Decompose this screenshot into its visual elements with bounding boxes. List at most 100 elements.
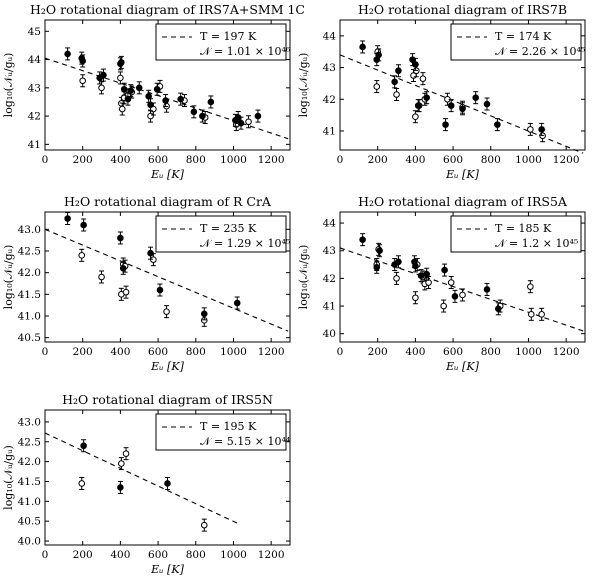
legend-column-density: 𝒩 = 1.2 × 10⁴⁵ — [495, 237, 578, 250]
data-point-filled — [451, 293, 459, 300]
data-point-filled — [376, 247, 383, 255]
x-tick-label: 800 — [481, 154, 501, 166]
data-point-filled — [135, 84, 143, 92]
legend-column-density: 𝒩 = 1.01 × 10⁴⁶ — [200, 45, 291, 58]
data-point-filled — [164, 480, 171, 487]
x-axis-label: Eᵤ [K] — [150, 360, 184, 373]
legend-box — [155, 413, 287, 451]
plot-frame — [44, 409, 291, 546]
x-tick-label: 400 — [405, 346, 425, 358]
legend-column-density: 𝒩 = 1.29 × 10⁴⁵ — [200, 237, 290, 250]
chart-panel-3: H₂O rotational diagram of R CrA 0 200 400 60… — [2, 194, 291, 373]
y-tick-label: 42.0 — [18, 456, 41, 468]
data-point-open — [412, 294, 419, 302]
y-axis-label: log₁₀(𝒩ᵤ/gᵤ) — [297, 245, 310, 310]
data-point-filled — [412, 262, 419, 270]
data-point-open — [527, 311, 535, 318]
y-tick-label: 44 — [28, 54, 42, 66]
y-tick-label: 40 — [323, 328, 336, 340]
legend-box — [450, 23, 582, 61]
legend-box — [450, 215, 582, 253]
data-point-filled — [254, 112, 262, 120]
x-tick-label: 200 — [73, 549, 93, 561]
data-point-open — [118, 460, 125, 467]
y-tick-label: 41 — [323, 125, 336, 137]
data-point-filled — [441, 266, 448, 274]
x-tick-label: 400 — [110, 549, 130, 561]
x-tick-label: 800 — [481, 346, 501, 358]
data-point-filled — [119, 265, 127, 272]
y-axis-label: log₁₀(𝒩ᵤ/gᵤ) — [2, 445, 15, 510]
y-tick-label: 40.0 — [18, 536, 41, 548]
y-tick-label: 40.5 — [18, 516, 41, 528]
legend-temperature: T = 185 K — [495, 222, 552, 235]
x-tick-label: 0 — [337, 154, 344, 166]
data-point-open — [78, 252, 86, 259]
x-tick-label: 0 — [42, 154, 49, 166]
plot-frame — [44, 19, 291, 151]
y-tick-label: 42 — [28, 111, 41, 123]
data-point-filled — [79, 57, 86, 65]
data-point-filled — [423, 270, 430, 278]
data-point-filled — [414, 102, 422, 109]
data-point-open — [200, 521, 208, 529]
x-tick-label: 600 — [148, 549, 168, 561]
data-point-filled — [100, 71, 107, 79]
y-tick-label: 42.0 — [18, 267, 41, 279]
data-point-filled — [472, 94, 479, 101]
chart-title: H₂O rotational diagram of IRS5A — [358, 194, 568, 209]
x-axis-label: Eᵤ [K] — [150, 563, 184, 576]
data-point-filled — [127, 87, 135, 94]
plot-frame — [44, 211, 291, 343]
data-point-open — [527, 126, 534, 133]
x-tick-label: 1200 — [553, 346, 580, 358]
chart-title: H₂O rotational diagram of R CrA — [64, 194, 272, 209]
legend-temperature: T = 235 K — [200, 222, 257, 235]
data-point-open — [78, 480, 86, 487]
x-tick-label: 1200 — [553, 154, 580, 166]
x-tick-label: 200 — [368, 154, 388, 166]
data-point-open — [163, 308, 170, 315]
y-axis-label: log₁₀(𝒩ᵤ/gᵤ) — [2, 53, 15, 118]
x-tick-label: 1000 — [220, 154, 247, 166]
data-point-filled — [80, 442, 87, 450]
data-point-filled — [147, 249, 154, 257]
data-point-filled — [423, 94, 430, 101]
legend-column-density: 𝒩 = 2.26 × 10⁴⁵ — [495, 45, 585, 58]
x-tick-label: 0 — [337, 346, 344, 358]
x-tick-label: 600 — [148, 154, 168, 166]
y-tick-label: 43 — [28, 82, 41, 94]
x-tick-label: 400 — [405, 154, 425, 166]
data-point-open — [122, 288, 130, 296]
x-axis-label: Eᵤ [K] — [445, 168, 479, 181]
chart-panel-2: H₂O rotational diagram of IRS7B 0 200 400 60… — [297, 2, 586, 181]
fit-line — [44, 228, 289, 332]
legend-temperature: T = 174 K — [495, 30, 552, 43]
legend-column-density: 𝒩 = 5.15 × 10⁴⁴ — [200, 435, 291, 448]
data-point-open — [117, 74, 124, 82]
data-point-open — [79, 77, 86, 85]
data-point-filled — [495, 305, 502, 313]
x-tick-label: 0 — [42, 549, 49, 561]
y-tick-label: 42 — [323, 94, 336, 106]
x-tick-label: 200 — [368, 346, 388, 358]
data-point-filled — [237, 119, 245, 127]
data-point-open — [150, 256, 157, 263]
data-point-filled — [442, 121, 449, 128]
data-point-filled — [156, 286, 164, 294]
data-point-filled — [483, 286, 491, 293]
y-tick-label: 42.5 — [18, 436, 41, 448]
chart-panel-5: H₂O rotational diagram of IRS5N 0 200 400 60… — [2, 392, 291, 576]
plot-frame — [339, 19, 586, 151]
data-point-open — [412, 113, 419, 121]
x-tick-label: 0 — [42, 346, 49, 358]
data-point-open — [447, 279, 455, 286]
plot-frame — [339, 211, 586, 343]
x-tick-label: 1000 — [220, 549, 247, 561]
chart-title: H₂O rotational diagram of IRS7B — [358, 2, 567, 17]
data-point-open — [527, 283, 534, 290]
data-point-filled — [153, 85, 161, 93]
x-tick-label: 1200 — [258, 346, 285, 358]
data-point-filled — [395, 258, 402, 266]
data-point-open — [373, 83, 381, 90]
